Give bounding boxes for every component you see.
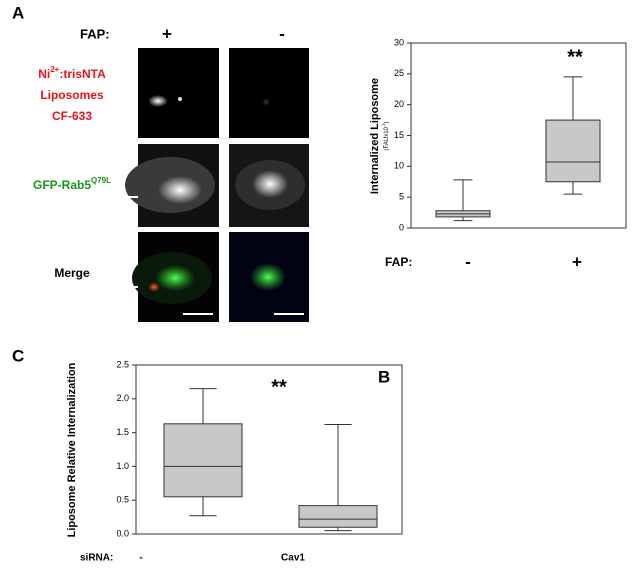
y-tick-label: 30 [394,37,404,47]
x-tick-label: - [139,553,142,564]
y-tick-label: 1.5 [116,427,129,437]
panel-label: B [378,367,390,386]
row-label-sup: 2+ [50,65,59,74]
signal [252,170,288,198]
sublabel-part: (FAUx10 [384,126,390,150]
row-label: Merge [54,266,90,280]
micrograph [229,48,309,138]
column-label: + [162,24,172,43]
signal [148,95,168,107]
panel-label: C [12,346,24,365]
signal [155,265,195,291]
row-label-part: :trisNTA [59,67,106,81]
micrograph [138,48,219,138]
arrows [122,100,138,288]
x-axis-label: siRNA: [80,553,113,564]
y-tick-label: 10 [394,161,404,171]
column-label: - [279,24,285,43]
signal [262,98,270,106]
sublabel-part: ) [384,122,390,124]
row-label: GFP-Rab5Q79L [33,176,111,192]
box [163,423,243,498]
box [545,119,601,183]
signal [148,282,160,292]
annotation: ** [567,46,583,68]
signal [158,176,202,204]
y-tick-label: 0.0 [116,528,129,538]
y-tick-label: 25 [394,68,404,78]
y-tick-label: 20 [394,99,404,109]
panel-a: A FAP: + - Ni2+:trisNTA Liposomes CF-633… [12,3,309,322]
y-axis-sublabel: (FAUx10-3) [381,122,390,151]
row-label-part: Ni [38,67,50,81]
box [298,505,378,528]
y-tick-label: 2.5 [116,359,129,369]
y-axis-label: Liposome Relative Internalization [66,362,78,537]
row-label: Liposomes [40,88,104,102]
x-tick-label: + [572,252,582,271]
plot-frame [135,364,403,535]
y-tick-label: 1.0 [116,461,129,471]
y-tick-label: 5 [399,192,404,202]
x-tick-label: - [465,252,471,271]
signal [250,263,286,291]
annotation: ** [271,376,287,398]
row-label-sup: Q79L [91,176,111,185]
y-tick-label: 15 [394,130,404,140]
y-tick-label: 0.5 [116,495,129,505]
sublabel-sup: -3 [381,123,386,127]
x-tick-label: Cav1 [281,553,305,564]
row-label: CF-633 [52,109,92,123]
y-tick-label: 0 [399,222,404,232]
y-tick-label: 2.0 [116,393,129,403]
fap-label: FAP: [80,26,110,41]
chart: C 0.0 0.5 1.0 1.5 2.0 2.5 Liposome Relative Int… [12,346,403,564]
chart: B 0 5 10 15 20 25 30 Internalized Liposome (FAUx1… [369,37,627,386]
x-axis-label: FAP: [385,255,412,269]
row-label: Ni2+:trisNTA [38,65,106,81]
panel-label: A [12,3,24,22]
y-axis-label: Internalized Liposome [369,78,381,194]
signal [178,97,182,101]
row-label-part: GFP-Rab5 [33,178,91,192]
